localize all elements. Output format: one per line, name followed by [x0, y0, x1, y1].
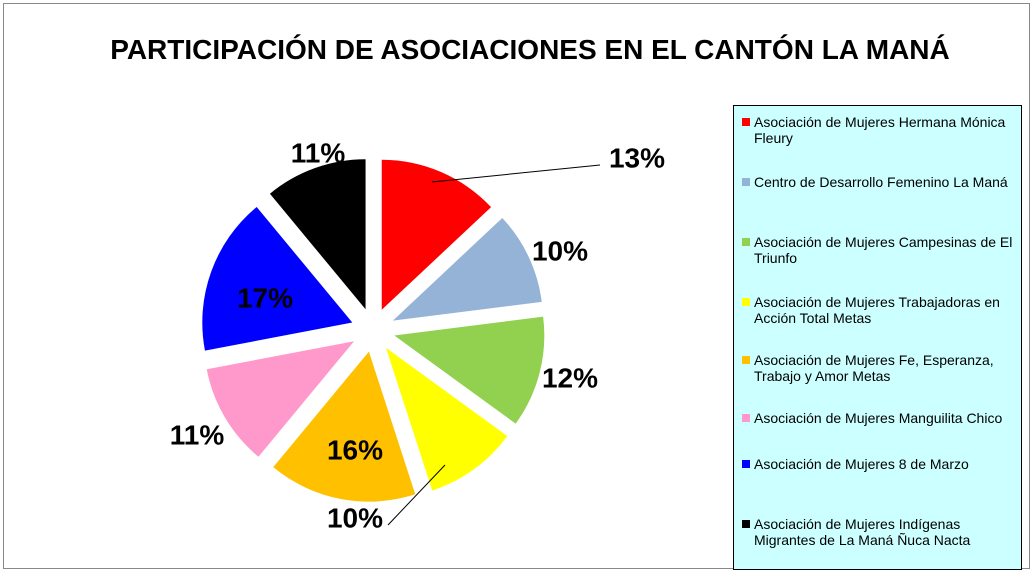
legend-label: Asociación de Mujeres Manguilita Chico	[754, 410, 1003, 426]
legend-item: Asociación de Mujeres Trabajadoras en Ac…	[740, 294, 1016, 326]
legend-swatch	[742, 414, 750, 422]
pie-slice	[392, 217, 542, 321]
pie-slice	[269, 159, 366, 310]
legend-label: Asociación de Mujeres Campesinas de El T…	[754, 234, 1013, 266]
legend-swatch	[742, 118, 750, 126]
pie-slice	[381, 159, 492, 310]
legend-swatch	[742, 356, 750, 364]
chart-title: PARTICIPACIÓN DE ASOCIACIONES EN EL CANT…	[110, 34, 950, 65]
data-label: 13%	[609, 142, 665, 173]
data-label: 11%	[170, 419, 225, 450]
legend-item: Asociación de Mujeres Campesinas de El T…	[740, 234, 1016, 266]
legend-label: Asociación de Mujeres Trabajadoras en Ac…	[754, 294, 1000, 326]
legend-label: Asociación de Mujeres Hermana Mónica Fle…	[754, 114, 1006, 146]
legend: Asociación de Mujeres Hermana Mónica Fle…	[733, 105, 1022, 570]
pie-slice	[385, 347, 508, 491]
pie-slice	[273, 351, 416, 502]
pie-slice	[202, 206, 353, 351]
data-label: 10%	[327, 502, 383, 533]
legend-item: Asociación de Mujeres Manguilita Chico	[740, 410, 1016, 426]
leader-line	[431, 164, 601, 183]
legend-label: Centro de Desarrollo Femenino La Maná	[754, 174, 1008, 190]
chart-frame	[3, 3, 1030, 569]
legend-item: Asociación de Mujeres Fe, Esperanza, Tra…	[740, 352, 1016, 384]
data-label: 12%	[542, 362, 598, 393]
legend-label: Asociación de Mujeres Fe, Esperanza, Tra…	[754, 352, 994, 384]
legend-label: Asociación de Mujeres Indígenas Migrante…	[754, 516, 971, 548]
legend-swatch	[742, 298, 750, 306]
pie-slice	[206, 341, 355, 457]
legend-swatch	[742, 238, 750, 246]
legend-item: Asociación de Mujeres Hermana Mónica Fle…	[740, 114, 1016, 146]
legend-item: Asociación de Mujeres Indígenas Migrante…	[740, 516, 1016, 548]
data-label: 17%	[237, 282, 293, 313]
legend-label: Asociación de Mujeres 8 de Marzo	[754, 456, 969, 472]
data-label: 16%	[327, 434, 383, 465]
data-label: 11%	[291, 137, 346, 168]
legend-item: Centro de Desarrollo Femenino La Maná	[740, 174, 1016, 190]
leader-line	[387, 464, 446, 526]
data-label: 10%	[532, 235, 588, 266]
legend-swatch	[742, 520, 750, 528]
legend-item: Asociación de Mujeres 8 de Marzo	[740, 456, 1016, 472]
pie-slice	[394, 316, 545, 424]
legend-swatch	[742, 460, 750, 468]
legend-swatch	[742, 178, 750, 186]
